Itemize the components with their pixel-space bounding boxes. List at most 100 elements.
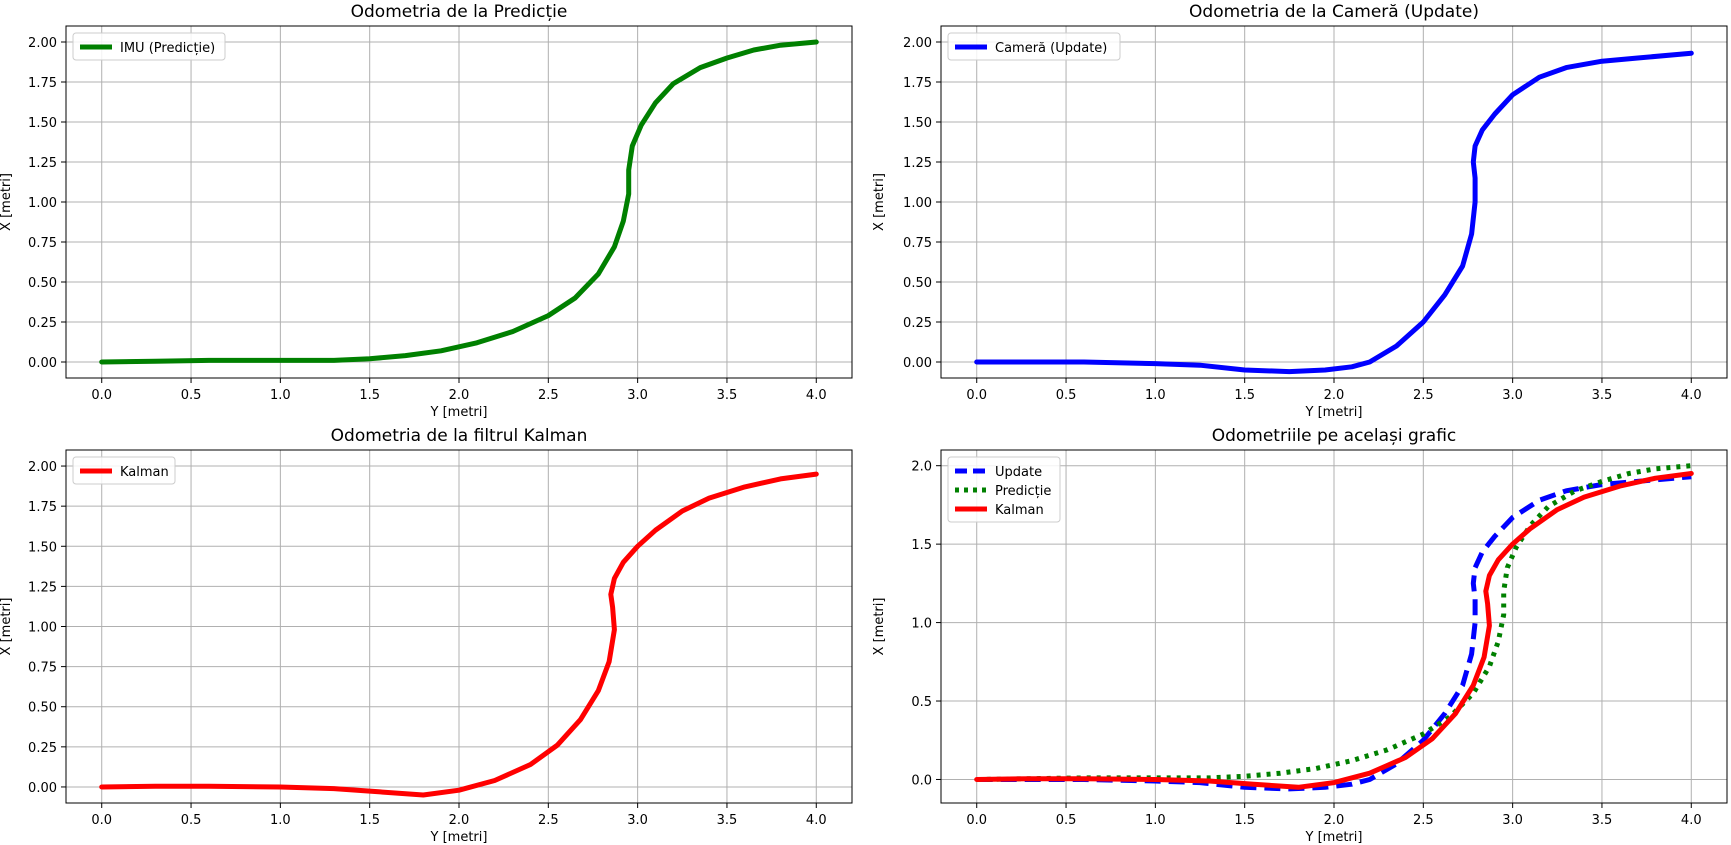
- x-tick-label: 3.5: [717, 813, 738, 828]
- x-tick-label: 3.5: [1592, 813, 1613, 828]
- series-line-camer-update-: [974, 50, 1694, 375]
- x-tick-label: 1.0: [270, 388, 291, 403]
- x-tick-label: 1.5: [359, 813, 380, 828]
- series-line-predic-ie: [976, 463, 1692, 782]
- y-tick-label: 1.50: [903, 116, 932, 131]
- y-tick-label: 2.00: [903, 36, 932, 51]
- y-tick-label: 1.75: [903, 76, 932, 91]
- y-tick-label: 1.50: [28, 116, 57, 131]
- x-tick-label: 2.0: [449, 813, 470, 828]
- y-axis-label: X [metri]: [872, 173, 887, 231]
- y-tick-label: 0.25: [28, 316, 57, 331]
- series-line-update: [976, 474, 1692, 792]
- x-tick-label: 2.0: [449, 388, 470, 403]
- legend: Update Predicție Kalman: [947, 456, 1061, 523]
- chart-title: Odometria de la Predicție: [351, 2, 568, 22]
- x-tick-label: 0.5: [181, 813, 202, 828]
- axes-frame: [940, 25, 1728, 379]
- y-tick-label: 1.00: [903, 196, 932, 211]
- series-line-kalman: [974, 471, 1694, 790]
- x-tick-label: 0.0: [91, 813, 112, 828]
- x-tick-label: 0.0: [966, 813, 987, 828]
- y-tick-label: 1.75: [28, 76, 57, 91]
- y-tick-label: 0.00: [28, 781, 57, 796]
- x-tick-label: 4.0: [1681, 388, 1702, 403]
- y-tick-label: 1.75: [28, 500, 57, 515]
- y-axis-label: X [metri]: [0, 173, 14, 231]
- x-tick-label: 2.5: [538, 388, 559, 403]
- chart-title: Odometriile pe același grafic: [1212, 426, 1457, 446]
- x-tick-label: 4.0: [806, 388, 827, 403]
- chart-title: Odometria de la filtrul Kalman: [331, 426, 588, 446]
- legend-box: [72, 32, 226, 61]
- legend: Kalman: [72, 456, 176, 485]
- x-axis-label: Y [metri]: [430, 830, 488, 845]
- x-tick-label: 3.0: [1502, 388, 1523, 403]
- x-axis-label: Y [metri]: [430, 405, 488, 420]
- y-tick-label: 2.00: [28, 460, 57, 475]
- y-tick-label: 0.50: [28, 701, 57, 716]
- x-tick-label: 1.5: [1234, 813, 1255, 828]
- x-tick-label: 3.0: [1502, 813, 1523, 828]
- y-tick-label: 1.00: [28, 196, 57, 211]
- x-tick-label: 2.0: [1324, 388, 1345, 403]
- x-tick-label: 2.5: [1413, 813, 1434, 828]
- y-tick-label: 1.25: [903, 156, 932, 171]
- x-tick-label: 0.5: [1056, 388, 1077, 403]
- x-axis-label: Y [metri]: [1305, 830, 1363, 845]
- y-tick-label: 0.5: [911, 695, 932, 710]
- legend: IMU (Predicție): [72, 32, 226, 61]
- y-tick-label: 0.25: [903, 316, 932, 331]
- x-tick-label: 1.0: [270, 813, 291, 828]
- y-tick-label: 2.00: [28, 36, 57, 51]
- x-tick-label: 1.5: [1234, 388, 1255, 403]
- y-tick-label: 0.50: [903, 276, 932, 291]
- x-tick-label: 4.0: [806, 813, 827, 828]
- chart-panel-2: 0.0 0.5 1.0 1.5 2.0 2.5 3.0 3.5 4.0 0.00 0.25 0.50 0…: [872, 2, 1728, 420]
- y-tick-label: 0.75: [28, 661, 57, 676]
- x-tick-label: 3.5: [717, 388, 738, 403]
- chart-panel-1: 0.0 0.5 1.0 1.5 2.0 2.5 3.0 3.5 4.0 0.00 0.25 0.50 0…: [0, 2, 853, 420]
- x-tick-label: 3.0: [627, 388, 648, 403]
- x-tick-label: 4.0: [1681, 813, 1702, 828]
- x-tick-label: 1.0: [1145, 813, 1166, 828]
- legend-label: Update: [995, 465, 1042, 480]
- x-tick-label: 3.5: [1592, 388, 1613, 403]
- series-line-imu-predic-ie-: [99, 39, 819, 365]
- axes-frame: [940, 449, 1728, 804]
- x-tick-label: 0.5: [1056, 813, 1077, 828]
- x-tick-label: 3.0: [627, 813, 648, 828]
- y-tick-label: 1.25: [28, 156, 57, 171]
- legend-label: Predicție: [995, 484, 1051, 499]
- y-axis-label: X [metri]: [0, 598, 14, 656]
- y-tick-label: 1.50: [28, 540, 57, 555]
- x-tick-label: 2.5: [538, 813, 559, 828]
- y-tick-label: 0.00: [28, 356, 57, 371]
- axes-frame: [65, 25, 853, 379]
- chart-panel-4: 0.0 0.5 1.0 1.5 2.0 2.5 3.0 3.5 4.0 0.0 0.5 1.0 1.5 2…: [872, 426, 1728, 845]
- series-line-kalman: [99, 471, 819, 798]
- y-tick-label: 0.75: [903, 236, 932, 251]
- x-tick-label: 1.0: [1145, 388, 1166, 403]
- y-tick-label: 1.25: [28, 580, 57, 595]
- chart-title: Odometria de la Cameră (Update): [1189, 2, 1479, 22]
- y-tick-label: 0.25: [28, 741, 57, 756]
- y-tick-label: 1.00: [28, 621, 57, 636]
- axes-frame: [65, 449, 853, 804]
- x-tick-label: 0.0: [966, 388, 987, 403]
- x-tick-label: 2.0: [1324, 813, 1345, 828]
- x-axis-label: Y [metri]: [1305, 405, 1363, 420]
- y-tick-label: 1.0: [911, 617, 932, 632]
- x-tick-label: 0.0: [91, 388, 112, 403]
- x-tick-label: 2.5: [1413, 388, 1434, 403]
- legend: Cameră (Update): [947, 32, 1121, 61]
- x-tick-label: 0.5: [181, 388, 202, 403]
- legend-box: [947, 32, 1121, 61]
- legend-label: Kalman: [995, 503, 1044, 518]
- y-tick-label: 0.50: [28, 276, 57, 291]
- legend-label: IMU (Predicție): [120, 41, 215, 56]
- y-tick-label: 0.0: [911, 773, 932, 788]
- legend-label: Kalman: [120, 465, 169, 480]
- y-tick-label: 0.75: [28, 236, 57, 251]
